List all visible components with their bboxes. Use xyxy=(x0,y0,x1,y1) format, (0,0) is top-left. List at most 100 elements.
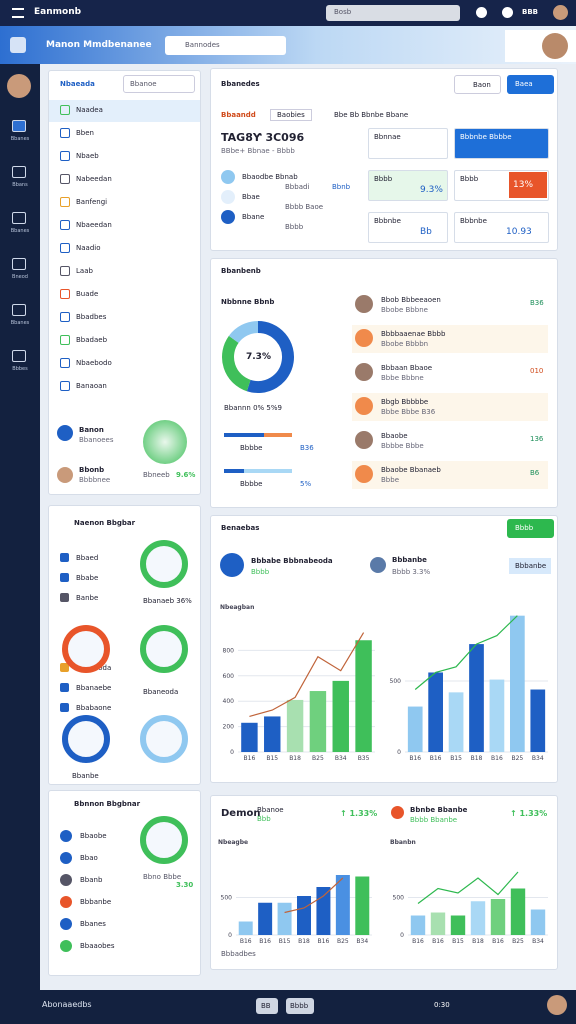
logo xyxy=(10,37,26,53)
tab[interactable]: Bbaandd xyxy=(221,111,256,119)
avatar[interactable] xyxy=(547,995,567,1015)
note-value: 3.30 xyxy=(176,881,194,889)
tile-label: Bbnnae xyxy=(374,133,401,141)
rail-icon[interactable] xyxy=(12,120,26,132)
widget-ring xyxy=(140,816,188,864)
bottom-sub2: Bbb xyxy=(257,815,271,823)
summary-tile[interactable] xyxy=(368,128,448,159)
app-title: Eanmonb xyxy=(34,7,82,17)
menu-icon[interactable] xyxy=(12,8,24,18)
progress xyxy=(224,469,292,473)
x-tick-label: B34 xyxy=(335,755,347,762)
tab[interactable]: Bbe Bb Bbnbe Bbane xyxy=(334,111,409,119)
bar xyxy=(510,615,525,752)
y-tick-label: 0 xyxy=(230,749,234,756)
rail-icon[interactable] xyxy=(12,166,26,178)
sidebar-item[interactable]: Naadea xyxy=(76,106,103,114)
summary-title: Bbanedes xyxy=(221,80,260,88)
donut-slice xyxy=(228,321,259,344)
profile-icon xyxy=(57,425,73,441)
avatar[interactable] xyxy=(553,5,568,20)
tile-value: 13% xyxy=(509,172,547,198)
bar xyxy=(469,644,484,752)
widget-icon xyxy=(60,703,69,712)
rail-icon[interactable] xyxy=(12,258,26,270)
bar xyxy=(238,921,253,935)
widget-ring xyxy=(62,715,110,763)
x-tick-label: B15 xyxy=(266,755,278,762)
footer-button[interactable]: Bbbb xyxy=(286,998,314,1014)
list-avatar xyxy=(355,397,373,415)
bar xyxy=(450,915,466,935)
rail-icon[interactable] xyxy=(12,304,26,316)
sidebar-select[interactable]: Bbanoe xyxy=(123,75,195,93)
header-search[interactable]: Bannodes xyxy=(165,36,286,55)
widget-ring xyxy=(62,625,110,673)
sidebar-item[interactable]: Nbaeedan xyxy=(76,221,112,229)
widget-icon xyxy=(60,593,69,602)
rail-icon[interactable] xyxy=(12,212,26,224)
header-title: Manon Mmdbenanee xyxy=(46,40,152,50)
sidebar-item[interactable]: Nbaeb xyxy=(76,152,99,160)
rail-icon[interactable] xyxy=(12,350,26,362)
widget2-item: Bbbanbe xyxy=(80,898,112,906)
sidebar-item[interactable]: Bben xyxy=(76,129,94,137)
charts-button[interactable]: Bbbb xyxy=(507,519,554,538)
sidebar-item[interactable]: Nbaebodo xyxy=(76,359,112,367)
summary-button[interactable]: Baea xyxy=(507,75,554,94)
sidebar-item[interactable]: Bbadaeb xyxy=(76,336,108,344)
rail-label: Bbbes xyxy=(12,366,28,372)
sidebar-item[interactable]: Nabeedan xyxy=(76,175,112,183)
rail-label: Bbans xyxy=(12,182,28,188)
chart-tag[interactable]: Bbbanbe xyxy=(509,558,551,574)
list-sub: Bbbe Bbbe B36 xyxy=(381,408,436,416)
avatar xyxy=(57,467,73,483)
bottom-card xyxy=(210,795,558,970)
list-name: Bbbbaaenae Bbbb xyxy=(381,330,446,338)
settings-icon[interactable] xyxy=(502,7,513,18)
row-label: Bbae xyxy=(242,193,260,201)
widget-item: Bbabe xyxy=(76,574,99,582)
tab[interactable]: Baobies xyxy=(270,109,312,121)
x-tick-label: B15 xyxy=(279,938,291,945)
x-tick-label: B34 xyxy=(356,938,368,945)
avatar[interactable] xyxy=(542,33,568,59)
y-tick-label: 0 xyxy=(397,749,401,756)
avatar xyxy=(370,557,386,573)
bar xyxy=(510,888,526,935)
summary-tile[interactable] xyxy=(454,212,549,243)
sidebar-item[interactable]: Banfengi xyxy=(76,198,108,206)
search-box[interactable]: Bosb xyxy=(326,5,460,21)
progress-fill xyxy=(224,469,244,473)
x-tick-label: B16 xyxy=(259,938,271,945)
row-extra: Bbnb xyxy=(332,183,351,191)
summary-select[interactable]: Baon xyxy=(454,75,501,94)
x-tick-label: B18 xyxy=(289,755,301,762)
summary-tile[interactable] xyxy=(454,128,549,159)
summary-tile[interactable] xyxy=(368,170,448,201)
y-tick-label: 200 xyxy=(223,724,235,731)
progress-fill xyxy=(224,433,264,437)
bar xyxy=(297,896,311,935)
tile-label: Bbbb xyxy=(374,175,393,183)
widget2-icon xyxy=(60,918,72,930)
widget-ring xyxy=(140,715,188,763)
bar xyxy=(316,887,331,935)
list-row-bg xyxy=(352,325,548,353)
summary-sub: BBbe+ Bbnae - Bbbb xyxy=(221,147,295,155)
sidebar-item[interactable]: Banaoan xyxy=(76,382,107,390)
y-tick-label: 600 xyxy=(223,673,235,680)
footer-button[interactable]: BB xyxy=(256,998,278,1014)
sidebar-item[interactable]: Naadio xyxy=(76,244,101,252)
y-tick-label: 800 xyxy=(223,647,235,654)
help-icon[interactable] xyxy=(476,7,487,18)
list-value: B36 xyxy=(530,299,544,307)
widget2-icon xyxy=(60,852,72,864)
sidebar-item[interactable]: Bbadbes xyxy=(76,313,107,321)
summary-heading: TAG8Ƴ 3C096 xyxy=(221,131,305,144)
sidebar-item[interactable]: Laab xyxy=(76,267,93,275)
sidebar-item[interactable]: Buade xyxy=(76,290,99,298)
footer-title: Abonaaedbs xyxy=(42,1000,92,1009)
summary-tile[interactable] xyxy=(368,212,448,243)
